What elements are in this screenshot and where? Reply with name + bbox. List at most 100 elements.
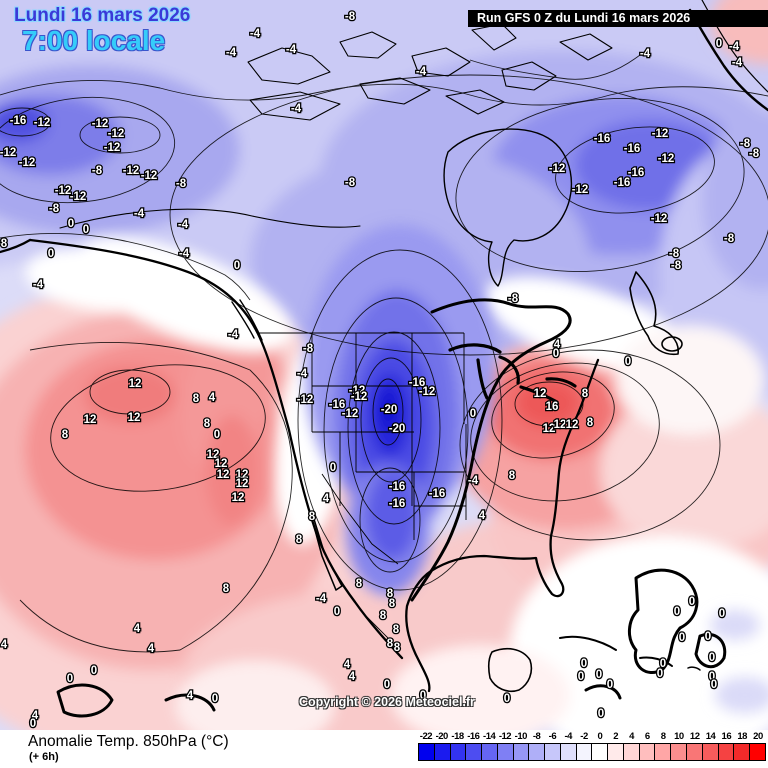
contour-label: -20 [389, 423, 406, 435]
contour-label: 0 [607, 679, 613, 691]
contour-label: 8 [296, 534, 303, 546]
contour-label: -4 [316, 593, 327, 605]
contour-label: -12 [34, 117, 51, 129]
contour-label: -8 [345, 11, 356, 23]
legend-tick: 10 [674, 731, 684, 742]
legend-tick: -6 [548, 731, 557, 742]
contour-label: 12 [215, 458, 228, 470]
contour-label: 12 [207, 449, 220, 461]
legend-cell [481, 744, 497, 760]
contour-label: -16 [594, 133, 611, 145]
legend-tick: 12 [689, 731, 700, 742]
contour-label: -4 [226, 47, 237, 59]
legend-cell [638, 744, 655, 760]
legend-cell [686, 744, 702, 760]
contour-label: 0 [709, 652, 715, 664]
legend-tick: 6 [644, 731, 650, 742]
contour-label: 12 [232, 492, 245, 504]
contour-label: -12 [0, 147, 16, 159]
contour-label: 0 [212, 693, 218, 705]
contour-label: 12 [217, 469, 230, 481]
neutral-zones [25, 236, 768, 735]
legend-tick: -16 [467, 731, 480, 742]
legend-tick: -22 [419, 731, 433, 742]
contour-label: 0 [596, 669, 602, 681]
contour-label: -4 [297, 368, 308, 380]
contour-label: -12 [92, 118, 109, 130]
contour-label: -8 [176, 178, 187, 190]
contour-label: 8 [387, 588, 394, 600]
contour-label: -12 [572, 184, 589, 196]
warm-anomaly-field [0, 0, 768, 735]
contour-label: -4 [178, 219, 189, 231]
zero-contours [56, 298, 727, 718]
contour-label: 0 [30, 718, 36, 730]
legend-cell [465, 744, 482, 760]
contour-label: 0 [214, 429, 220, 441]
contour-label: -12 [658, 153, 675, 165]
contour-label: 0 [68, 218, 74, 230]
contour-label: -8 [0, 238, 8, 250]
contour-label: -12 [349, 385, 366, 397]
contour-label: 12 [566, 419, 579, 431]
legend-cell [575, 744, 592, 760]
legend-cell [654, 744, 671, 760]
contour-label: -8 [303, 343, 314, 355]
contour-label: 4 [134, 623, 141, 635]
contour-label: 12 [534, 388, 547, 400]
contour-label: 0 [598, 708, 604, 720]
legend-cell [528, 744, 545, 760]
contour-label: -16 [389, 481, 406, 493]
contour-label: 4 [323, 493, 330, 505]
model-run-info: Run GFS 0 Z du Lundi 16 mars 2026 [468, 10, 768, 27]
contour-label: -8 [92, 165, 103, 177]
contour-label: 0 [674, 606, 680, 618]
contour-label: 0 [689, 596, 695, 608]
contour-label: 4 [209, 392, 216, 404]
contour-label: -4 [286, 44, 297, 56]
contour-label: 0 [504, 693, 510, 705]
legend-cell [512, 744, 529, 760]
contour-label: -16 [329, 399, 346, 411]
contour-label: -12 [108, 128, 125, 140]
contour-label: 0 [716, 38, 722, 50]
contour-label: 0 [625, 356, 631, 368]
legend-cell [449, 744, 466, 760]
contour-label: 0 [48, 248, 54, 260]
contour-labels: -16 -12-12-12-12-12-12-8 -12 -12-8-12-12-8-… [0, 10, 761, 732]
contour-label: 4 [32, 710, 39, 722]
contour-label: -16 [409, 377, 426, 389]
contour-label: -12 [123, 165, 140, 177]
contour-label: -4 [732, 57, 743, 69]
contour-label: 0 [67, 673, 73, 685]
contour-label: -16 [389, 498, 406, 510]
contour-label: -4 [468, 475, 479, 487]
contour-label: -4 [640, 48, 651, 60]
contour-label: -16 [628, 167, 645, 179]
legend-cell [544, 744, 560, 760]
contour-label: 0 [334, 606, 340, 618]
contour-label: -8 [740, 138, 751, 150]
legend-tick: -12 [498, 731, 512, 742]
contour-label: -4 [291, 103, 302, 115]
legend-tick: 18 [737, 731, 747, 742]
legend-tick: 2 [613, 731, 619, 742]
contour-label: 0 [660, 658, 666, 670]
legend-tick: -14 [483, 731, 496, 742]
contour-label: 12 [128, 412, 141, 424]
contour-label: 12 [554, 419, 567, 431]
legend-cell [717, 744, 734, 760]
legend-tick: -8 [532, 731, 541, 742]
contour-label: -8 [669, 248, 680, 260]
legend-cell [607, 744, 623, 760]
contour-label: -16 [614, 177, 631, 189]
legend-tick: 4 [629, 731, 634, 742]
contour-label: 4 [479, 510, 486, 522]
contour-label: 0 [581, 658, 587, 670]
contour-label: 8 [380, 610, 387, 622]
contour-label: -16 [429, 488, 446, 500]
contour-label: 8 [223, 583, 230, 595]
contour-label: 0 [470, 408, 476, 420]
contour-label: 0 [578, 671, 584, 683]
